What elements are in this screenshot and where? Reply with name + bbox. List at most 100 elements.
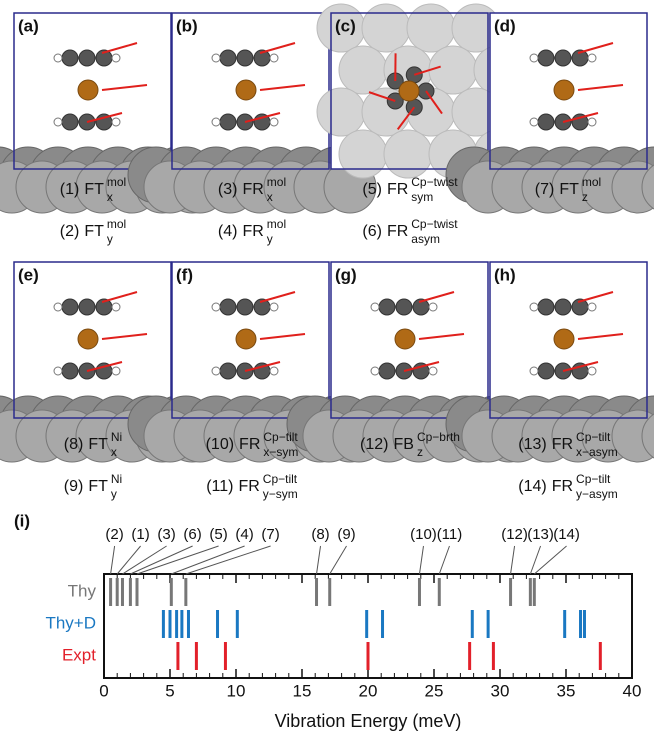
hydrogen — [270, 367, 278, 375]
hydrogen — [212, 367, 220, 375]
label-connector — [137, 546, 219, 574]
surface-atom — [339, 130, 387, 178]
metal-atom — [395, 329, 415, 349]
mode-sup: mol — [582, 175, 601, 189]
mode-index: (1) — [60, 181, 80, 198]
mode-marker-label: (9) — [337, 526, 355, 543]
mode-sup: Cp−tilt — [576, 472, 611, 486]
surface-atom — [429, 46, 477, 94]
metal-atom — [236, 329, 256, 349]
carbon — [538, 363, 554, 379]
surface-atom — [407, 4, 455, 52]
x-tick-label: 20 — [359, 681, 378, 700]
mode-sup: Cp−twist — [411, 175, 458, 189]
mode-marker-label: (2) — [105, 526, 123, 543]
mode-name: FR — [552, 478, 573, 495]
mode-marker-label: (6) — [183, 526, 201, 543]
carbon — [62, 363, 78, 379]
mode-name: FR — [242, 223, 263, 240]
mode-sub: x−sym — [263, 445, 298, 459]
mode-sup: mol — [267, 175, 286, 189]
mode-sup: Ni — [111, 472, 122, 486]
hydrogen — [54, 303, 62, 311]
hydrogen — [588, 118, 596, 126]
hydrogen — [212, 54, 220, 62]
mode-sub: z — [417, 445, 423, 459]
hydrogen — [112, 118, 120, 126]
metal-atom — [236, 80, 256, 100]
hydrogen — [530, 54, 538, 62]
hydrogen — [530, 303, 538, 311]
mode-marker-label: (8) — [311, 526, 329, 543]
mode-sup: Cp−twist — [411, 217, 458, 231]
panel-label: (d) — [494, 16, 516, 35]
x-axis-title: Vibration Energy (meV) — [275, 711, 462, 731]
carbon — [220, 50, 236, 66]
hydrogen — [429, 367, 437, 375]
carbon — [396, 299, 412, 315]
hydrogen — [270, 118, 278, 126]
mode-index: (5) — [362, 181, 382, 198]
carbon — [220, 363, 236, 379]
mode-name: FR — [387, 223, 408, 240]
hydrogen — [54, 367, 62, 375]
mode-name: FR — [242, 181, 263, 198]
mode-index: (6) — [362, 223, 382, 240]
hydrogen — [112, 303, 120, 311]
metal-atom — [554, 80, 574, 100]
hydrogen — [212, 303, 220, 311]
panel-label: (i) — [14, 511, 30, 530]
mode-marker-label: (5) — [209, 526, 227, 543]
carbon — [79, 50, 95, 66]
mode-index: (7) — [535, 181, 555, 198]
surface-atom — [317, 88, 365, 136]
panel-label: (c) — [335, 16, 356, 35]
x-tick-label: 25 — [425, 681, 444, 700]
carbon — [379, 363, 395, 379]
series-label: Thy+D — [45, 613, 96, 632]
surface-atom — [339, 46, 387, 94]
carbon — [379, 299, 395, 315]
carbon — [237, 299, 253, 315]
hydrogen — [54, 54, 62, 62]
carbon — [62, 114, 78, 130]
series-label: Expt — [62, 645, 96, 664]
x-tick-label: 40 — [623, 681, 642, 700]
mode-index: (14) — [518, 478, 546, 495]
mode-index: (2) — [60, 223, 80, 240]
mode-index: (11) — [206, 478, 233, 495]
series-label: Thy — [68, 581, 97, 600]
mode-sup: Ni — [111, 430, 122, 444]
hydrogen — [270, 303, 278, 311]
surface-atom — [362, 4, 410, 52]
mode-marker-label: (11) — [437, 526, 463, 543]
metal-atom — [78, 329, 98, 349]
mode-sup: mol — [107, 175, 126, 189]
carbon — [220, 299, 236, 315]
carbon — [220, 114, 236, 130]
label-connector — [439, 546, 449, 574]
label-connector — [186, 546, 271, 574]
mode-name: FT — [88, 436, 108, 453]
mode-name: FR — [239, 436, 260, 453]
mode-sup: Cp−tilt — [576, 430, 611, 444]
mode-sup: Cp−brth — [417, 430, 460, 444]
mode-index: (13) — [518, 436, 546, 453]
mode-marker-label: (4) — [235, 526, 253, 543]
mode-sub: z — [582, 190, 588, 204]
label-connector — [330, 546, 347, 574]
mode-name: FR — [387, 181, 408, 198]
mode-marker-label: (7) — [261, 526, 279, 543]
hydrogen — [429, 303, 437, 311]
mode-name: FR — [552, 436, 573, 453]
carbon — [555, 50, 571, 66]
figure: (a)(b)(c)(d)(e)(f)(g)(h)(1)FTmolx(3)FRmo… — [0, 0, 654, 747]
mode-sub: x — [267, 190, 273, 204]
mode-sub: x — [107, 190, 113, 204]
mode-sub: asym — [411, 232, 440, 246]
label-connector — [317, 546, 321, 574]
